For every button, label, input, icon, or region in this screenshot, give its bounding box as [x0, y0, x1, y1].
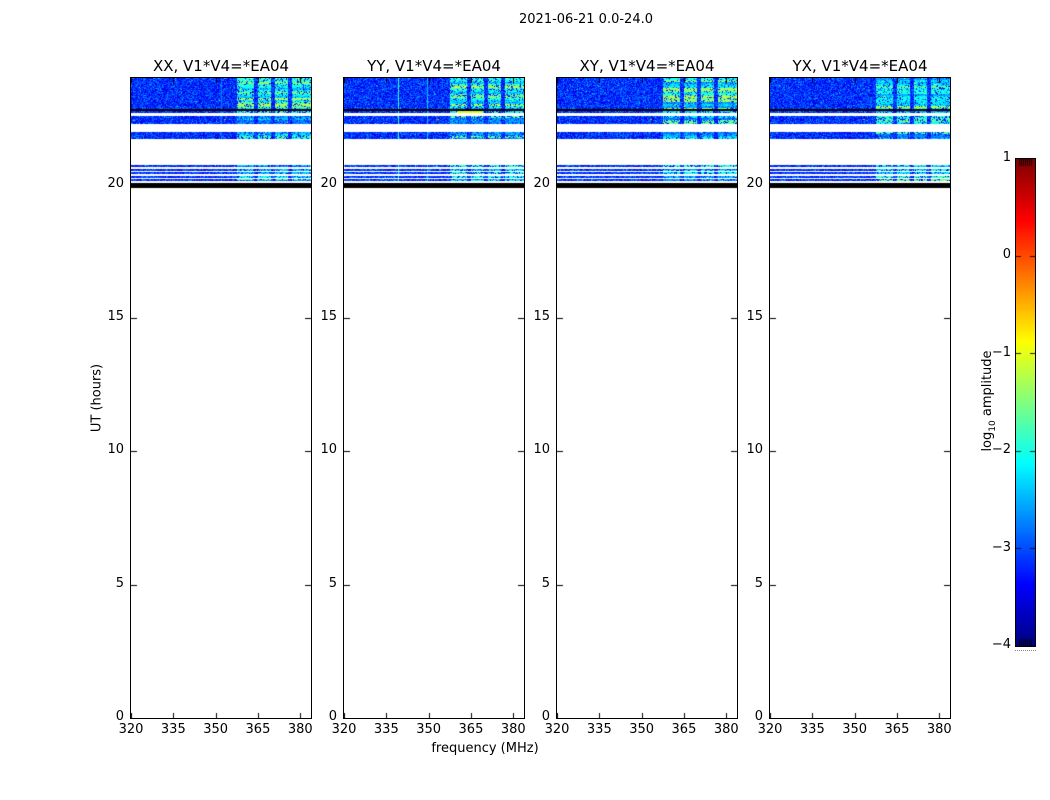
spectrogram-canvas-xx: [131, 78, 311, 718]
y-axis-label: UT (hours): [90, 364, 105, 432]
x-tick-label: 320: [119, 722, 144, 737]
figure-title: 2021-06-21 0.0-24.0: [519, 12, 653, 27]
y-tick-label: 5: [723, 576, 763, 592]
x-tick-label: 365: [885, 722, 910, 737]
y-tick-label: 15: [297, 309, 337, 325]
colorbar-tick-label: −1: [969, 345, 1011, 361]
panel-title-yx: YX, V1*V4=*EA04: [793, 57, 928, 75]
x-tick-label: 365: [246, 722, 271, 737]
x-tick-label: 350: [416, 722, 441, 737]
figure: 2021-06-21 0.0-24.0 XX, V1*V4=*EA04 YY, …: [0, 0, 1050, 800]
y-tick-label: 15: [510, 309, 550, 325]
colorbar-tick-label: −3: [969, 540, 1011, 556]
colorbar-bottom-dots: [1015, 650, 1036, 651]
colorbar-canvas: [1016, 159, 1035, 646]
y-tick-label: 15: [84, 309, 124, 325]
spectrogram-canvas-yy: [344, 78, 524, 718]
spectrogram-panel-xy: [556, 77, 738, 719]
y-tick-label: 15: [723, 309, 763, 325]
colorbar-tick-label: 1: [969, 150, 1011, 166]
y-tick-label: 5: [84, 576, 124, 592]
colorbar-label-sub: 10: [988, 420, 998, 431]
y-tick-label: 5: [510, 576, 550, 592]
x-tick-label: 350: [629, 722, 654, 737]
panel-title-xy: XY, V1*V4=*EA04: [580, 57, 715, 75]
spectrogram-panel-yx: [769, 77, 951, 719]
x-tick-label: 335: [161, 722, 186, 737]
y-tick-label: 10: [84, 442, 124, 458]
x-tick-label: 350: [203, 722, 228, 737]
colorbar-tick-label: −4: [969, 637, 1011, 653]
x-tick-label: 335: [587, 722, 612, 737]
y-tick-label: 5: [297, 576, 337, 592]
colorbar-tick-label: 0: [969, 247, 1011, 263]
x-tick-label: 335: [374, 722, 399, 737]
colorbar-tick-label: −2: [969, 442, 1011, 458]
x-tick-label: 350: [842, 722, 867, 737]
x-tick-label: 320: [758, 722, 783, 737]
spectrogram-canvas-xy: [557, 78, 737, 718]
y-tick-label: 20: [84, 176, 124, 192]
spectrogram-panel-xx: [130, 77, 312, 719]
y-tick-label: 10: [510, 442, 550, 458]
x-tick-label: 320: [545, 722, 570, 737]
spectrogram-canvas-yx: [770, 78, 950, 718]
x-tick-label: 380: [927, 722, 952, 737]
colorbar-label-rest: amplitude: [980, 350, 995, 420]
y-tick-label: 10: [297, 442, 337, 458]
x-tick-label: 335: [800, 722, 825, 737]
panel-title-xx: XX, V1*V4=*EA04: [153, 57, 289, 75]
x-tick-label: 320: [332, 722, 357, 737]
x-tick-label: 365: [672, 722, 697, 737]
y-tick-label: 20: [510, 176, 550, 192]
x-tick-label: 365: [459, 722, 484, 737]
x-axis-label: frequency (MHz): [431, 741, 538, 756]
y-tick-label: 20: [723, 176, 763, 192]
spectrogram-panel-yy: [343, 77, 525, 719]
y-tick-label: 20: [297, 176, 337, 192]
y-tick-label: 10: [723, 442, 763, 458]
panel-title-yy: YY, V1*V4=*EA04: [367, 57, 501, 75]
colorbar-label: log10 amplitude: [980, 350, 998, 451]
colorbar: [1015, 158, 1036, 647]
